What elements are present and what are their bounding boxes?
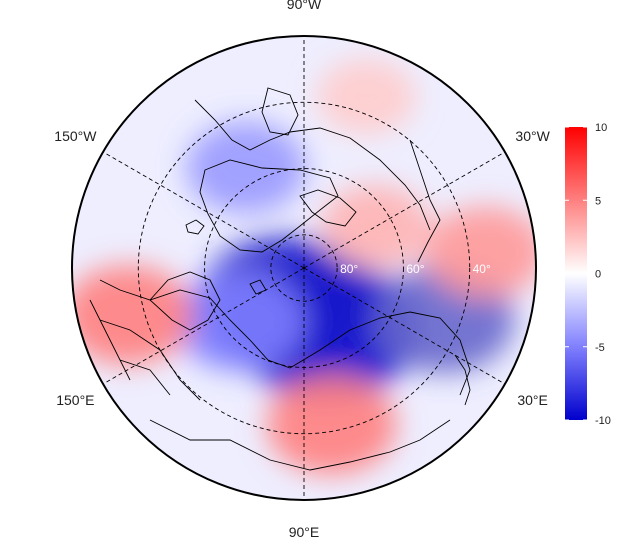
colorbar-gradient: [565, 127, 587, 420]
longitude-label: 150°E: [56, 392, 94, 408]
japan: [454, 354, 471, 406]
asia-south: [149, 419, 451, 471]
anomaly-blob: [72, 265, 193, 366]
anomaly-blob: [266, 374, 397, 475]
anomaly-field: [72, 36, 536, 500]
greenland-coast: [199, 159, 339, 253]
colorbar-tick-label: -10: [595, 415, 611, 427]
colorbar-tick-label: 10: [595, 122, 607, 134]
latitude-label: 60°: [406, 262, 424, 276]
anomaly-blob: [425, 206, 536, 299]
colorbar-ticks: 10 5 0 -5 -10: [565, 122, 611, 427]
meridian-line: [102, 151, 305, 269]
latitude-circle: [137, 101, 471, 435]
europe-coast: [99, 279, 291, 369]
colorbar-tick-label: 5: [595, 195, 601, 207]
hudson-bay: [261, 87, 299, 136]
latitude-labels: 80° 60° 40°: [340, 262, 491, 276]
colorbar-tick-label: 0: [595, 269, 601, 281]
alaska-coast: [409, 139, 441, 263]
latitude-label: 40°: [473, 262, 491, 276]
anomaly-blob: [316, 58, 416, 135]
coastlines: [89, 87, 471, 471]
siberia-coast: [289, 311, 471, 396]
scandinavia: [149, 271, 221, 331]
colorbar-tick-label: -5: [595, 342, 605, 354]
longitude-label: 150°W: [54, 128, 97, 144]
graticule: [102, 36, 506, 500]
map-frame: [71, 35, 537, 501]
meridian-line: [303, 267, 506, 385]
north-america-coast: [194, 99, 431, 231]
anomaly-blob: [186, 121, 306, 214]
latitude-label: 80°: [340, 262, 358, 276]
longitude-label: 90°W: [287, 0, 322, 12]
colorbar: 10 5 0 -5 -10: [565, 122, 611, 427]
longitude-labels: 90°W 30°W 150°W 30°E 150°E 90°E: [54, 0, 550, 540]
latitude-circle: [270, 234, 338, 302]
longitude-label: 90°E: [289, 524, 320, 540]
meridian-line: [303, 151, 506, 269]
longitude-label: 30°W: [515, 128, 550, 144]
iceland: [185, 219, 205, 235]
meridian-line: [102, 267, 305, 385]
canadian-archipelago: [299, 189, 357, 227]
longitude-label: 30°E: [517, 392, 548, 408]
anomaly-blob: [175, 271, 306, 372]
